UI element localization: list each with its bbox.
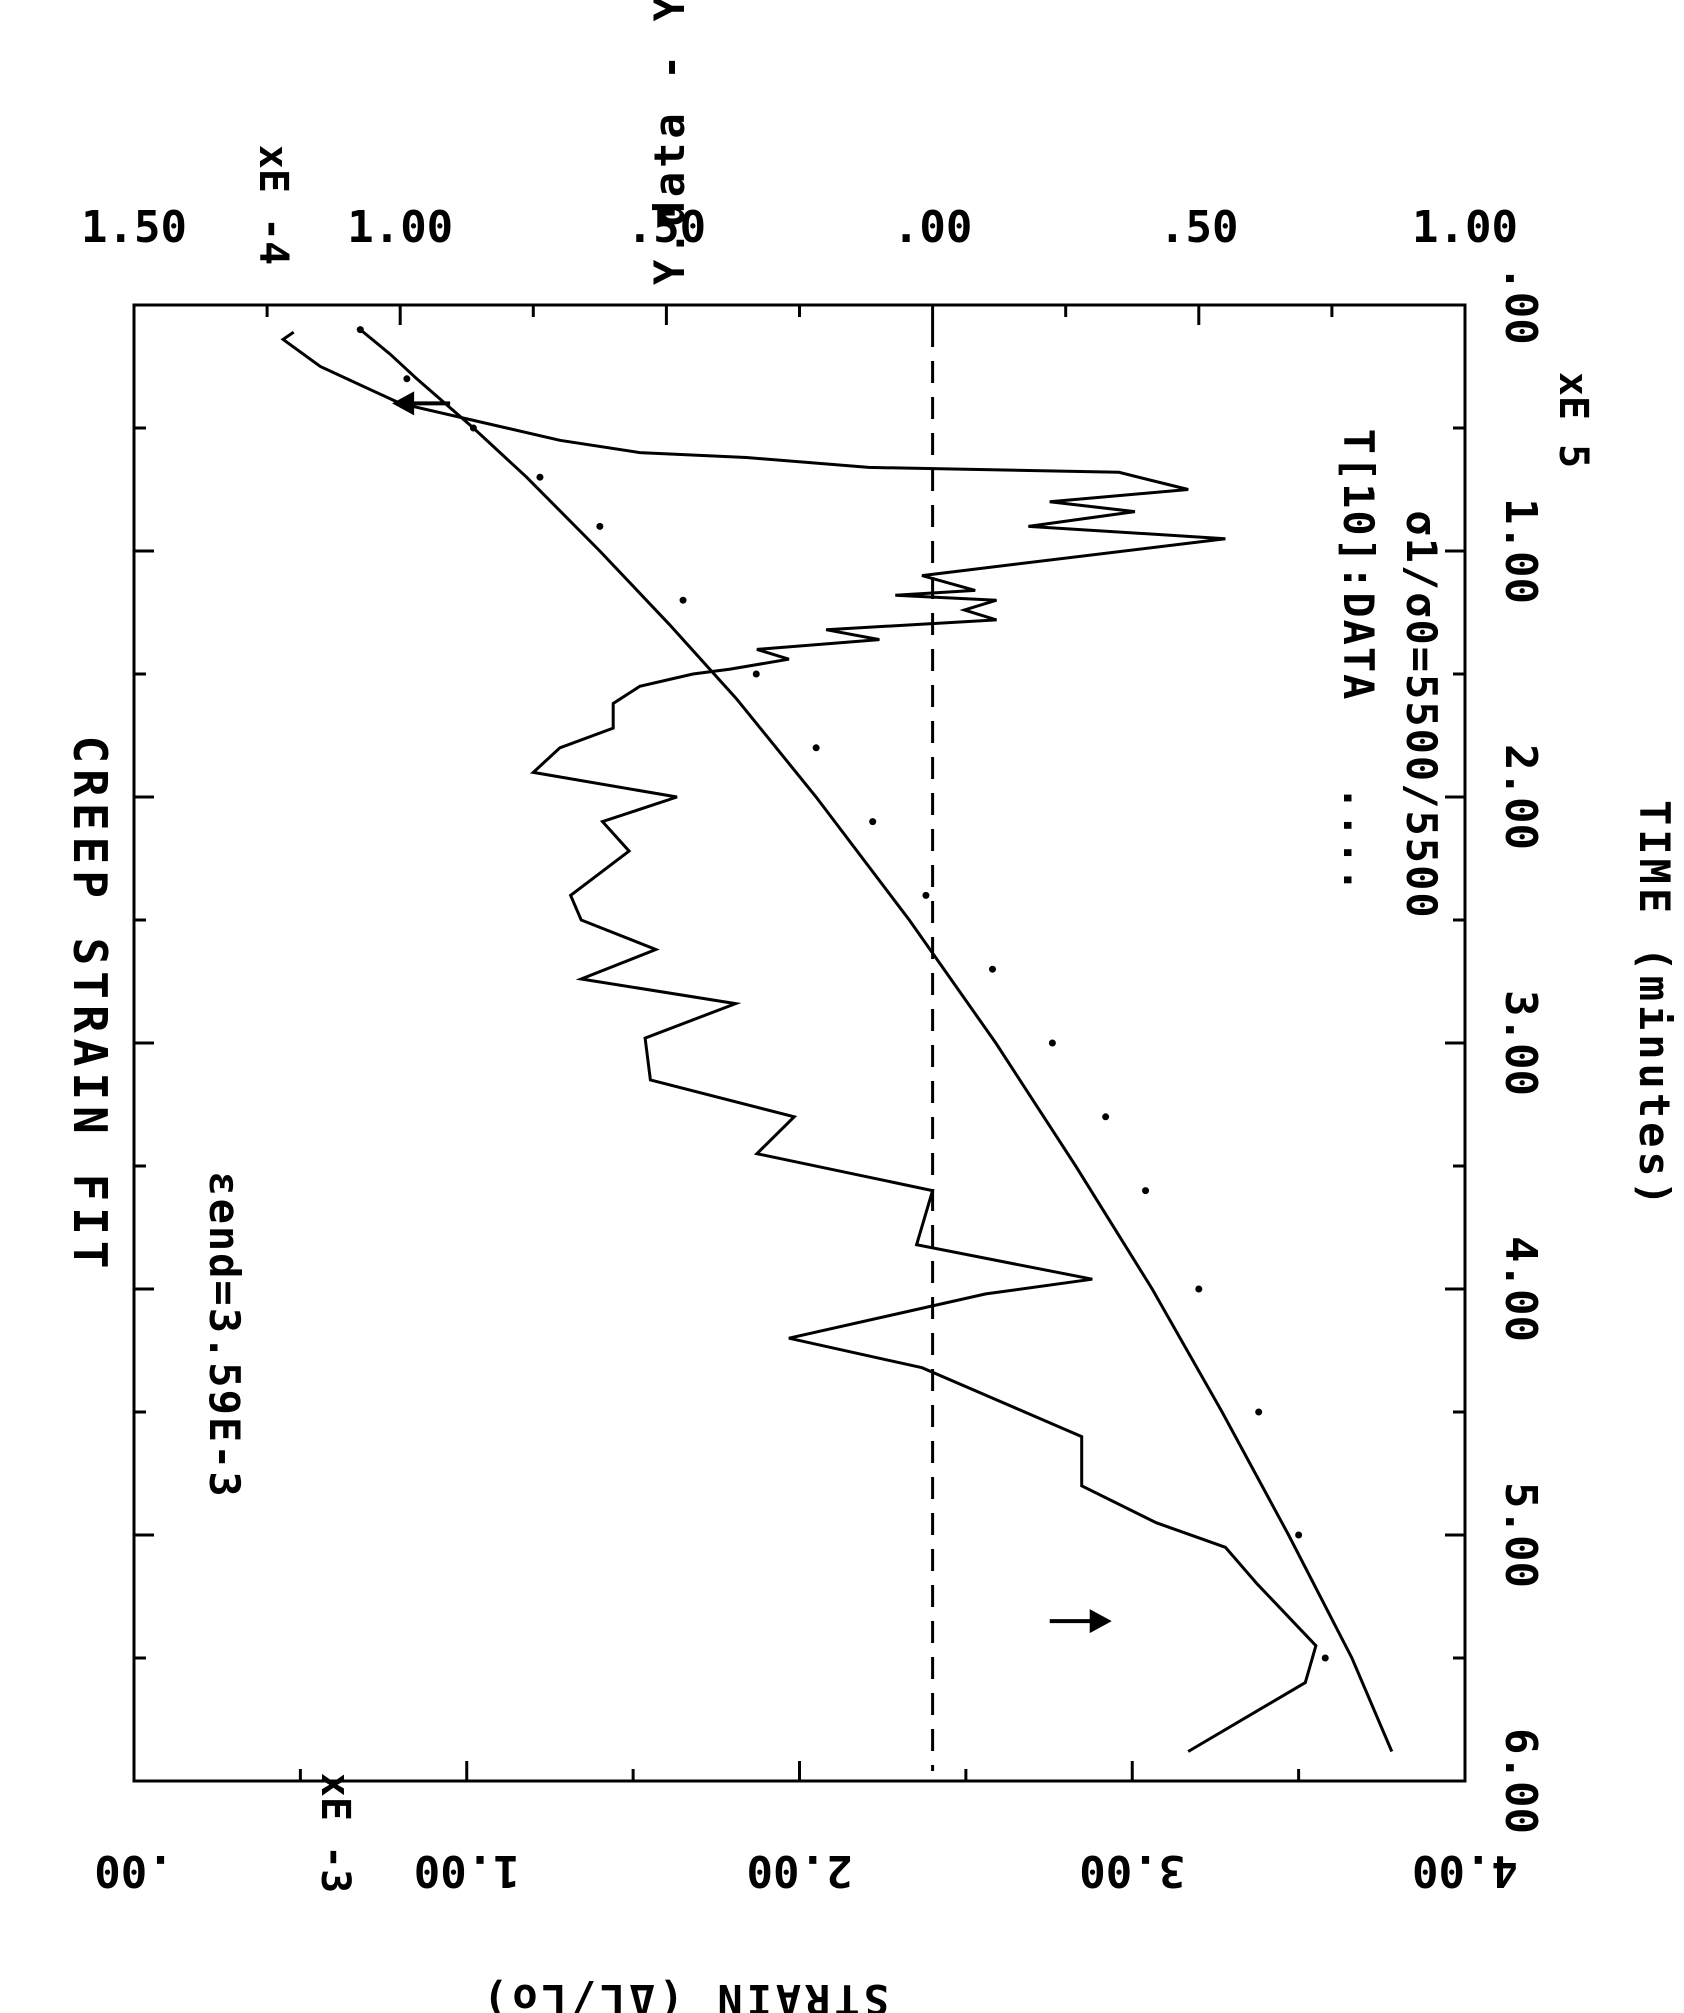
x-axis-multiplier: xE 5: [1550, 372, 1596, 468]
ticks: .00 1.00 2.00 3.00 4.00 5.00 6.00 .00 1.00 2.00 3.…: [81, 202, 1546, 1896]
svg-text:3.00: 3.00: [1079, 1845, 1185, 1896]
x-tick-label: .00: [1495, 265, 1546, 344]
plot-frame: [132, 303, 1467, 1783]
x-tick-label: 1.00: [1495, 498, 1546, 604]
x-tick-label: 2.00: [1495, 744, 1546, 850]
svg-text:4.00: 4.00: [1412, 1845, 1518, 1896]
left-tick-label: 4.00: [1412, 1845, 1518, 1896]
data-point: [596, 522, 604, 530]
left-tick-label: .00: [94, 1845, 173, 1896]
data-point: [403, 375, 411, 383]
svg-text:Y.data - Y.fit: Y.data - Y.fit: [645, 0, 694, 285]
right-tick-label: 1.00: [1412, 202, 1518, 253]
arrow-up: [1049, 1609, 1112, 1634]
right-tick-label: .50: [1159, 202, 1238, 253]
data-point: [922, 891, 930, 899]
x-tick-label: 4.00: [1495, 1236, 1546, 1342]
svg-text:2.00: 2.00: [747, 1845, 853, 1896]
left-tick-label: 3.00: [1079, 1845, 1185, 1896]
rotated-plot: CREEP STRAIN FIT εend=3.59E-3 .... T[10]…: [63, 0, 1679, 2013]
left-axis-multiplier: xE -3: [312, 1773, 358, 1893]
data-point: [1295, 1531, 1303, 1539]
left-tick-label: 2.00: [747, 1845, 853, 1896]
legend-label: T[10]:DATA: [1334, 429, 1383, 702]
svg-text:.50: .50: [627, 202, 706, 253]
data-point: [1195, 1285, 1203, 1293]
eps-end-annotation: εend=3.59E-3: [200, 1171, 249, 1498]
series: [280, 326, 1394, 1753]
right-tick-label: 1.00: [347, 202, 453, 253]
x-axis-title: TIME (minutes): [1630, 800, 1679, 1210]
svg-text:.50: .50: [1159, 202, 1238, 253]
chart-title: CREEP STRAIN FIT: [63, 735, 117, 1274]
data-point: [812, 744, 820, 752]
data-point: [988, 965, 996, 973]
right-tick-label: .00: [893, 202, 972, 253]
svg-text:1.00: 1.00: [1412, 202, 1518, 253]
residual-line: [280, 330, 1318, 1753]
right-tick-label: 1.50: [81, 202, 187, 253]
legend-dots: ....: [1334, 785, 1383, 894]
svg-text:1.50: 1.50: [81, 202, 187, 253]
data-point: [1142, 1187, 1150, 1195]
left-axis-title: STRAIN (ΔL/Lo): [479, 1975, 889, 2013]
data-point: [1048, 1039, 1056, 1047]
data-point: [1102, 1113, 1110, 1121]
svg-text:1.00: 1.00: [414, 1845, 520, 1896]
svg-text:.00: .00: [94, 1845, 173, 1896]
right-axis-title: Y.data - Y.fit: [645, 0, 694, 285]
data-point: [536, 473, 544, 481]
x-tick-label: 5.00: [1495, 1482, 1546, 1588]
x-tick-label: 3.00: [1495, 990, 1546, 1096]
data-point: [1321, 1654, 1329, 1662]
data-point: [869, 818, 877, 826]
svg-text:.00: .00: [893, 202, 972, 253]
right-tick-label: .50: [627, 202, 706, 253]
data-point: [1255, 1408, 1263, 1416]
arrow-down: [392, 391, 451, 416]
left-tick-label: 1.00: [414, 1845, 520, 1896]
svg-text:STRAIN (ΔL/Lo): STRAIN (ΔL/Lo): [479, 1975, 889, 2013]
data-point: [752, 670, 760, 678]
svg-text:1.00: 1.00: [347, 202, 453, 253]
data-point: [679, 596, 687, 604]
stress-ratio-annotation: σ1/σ0=5500/5500: [1397, 510, 1446, 919]
fit-line: [359, 328, 1394, 1753]
x-tick-label: 6.00: [1495, 1728, 1546, 1834]
arrows: [392, 391, 1112, 1634]
right-axis-multiplier: xE -4: [250, 145, 296, 265]
